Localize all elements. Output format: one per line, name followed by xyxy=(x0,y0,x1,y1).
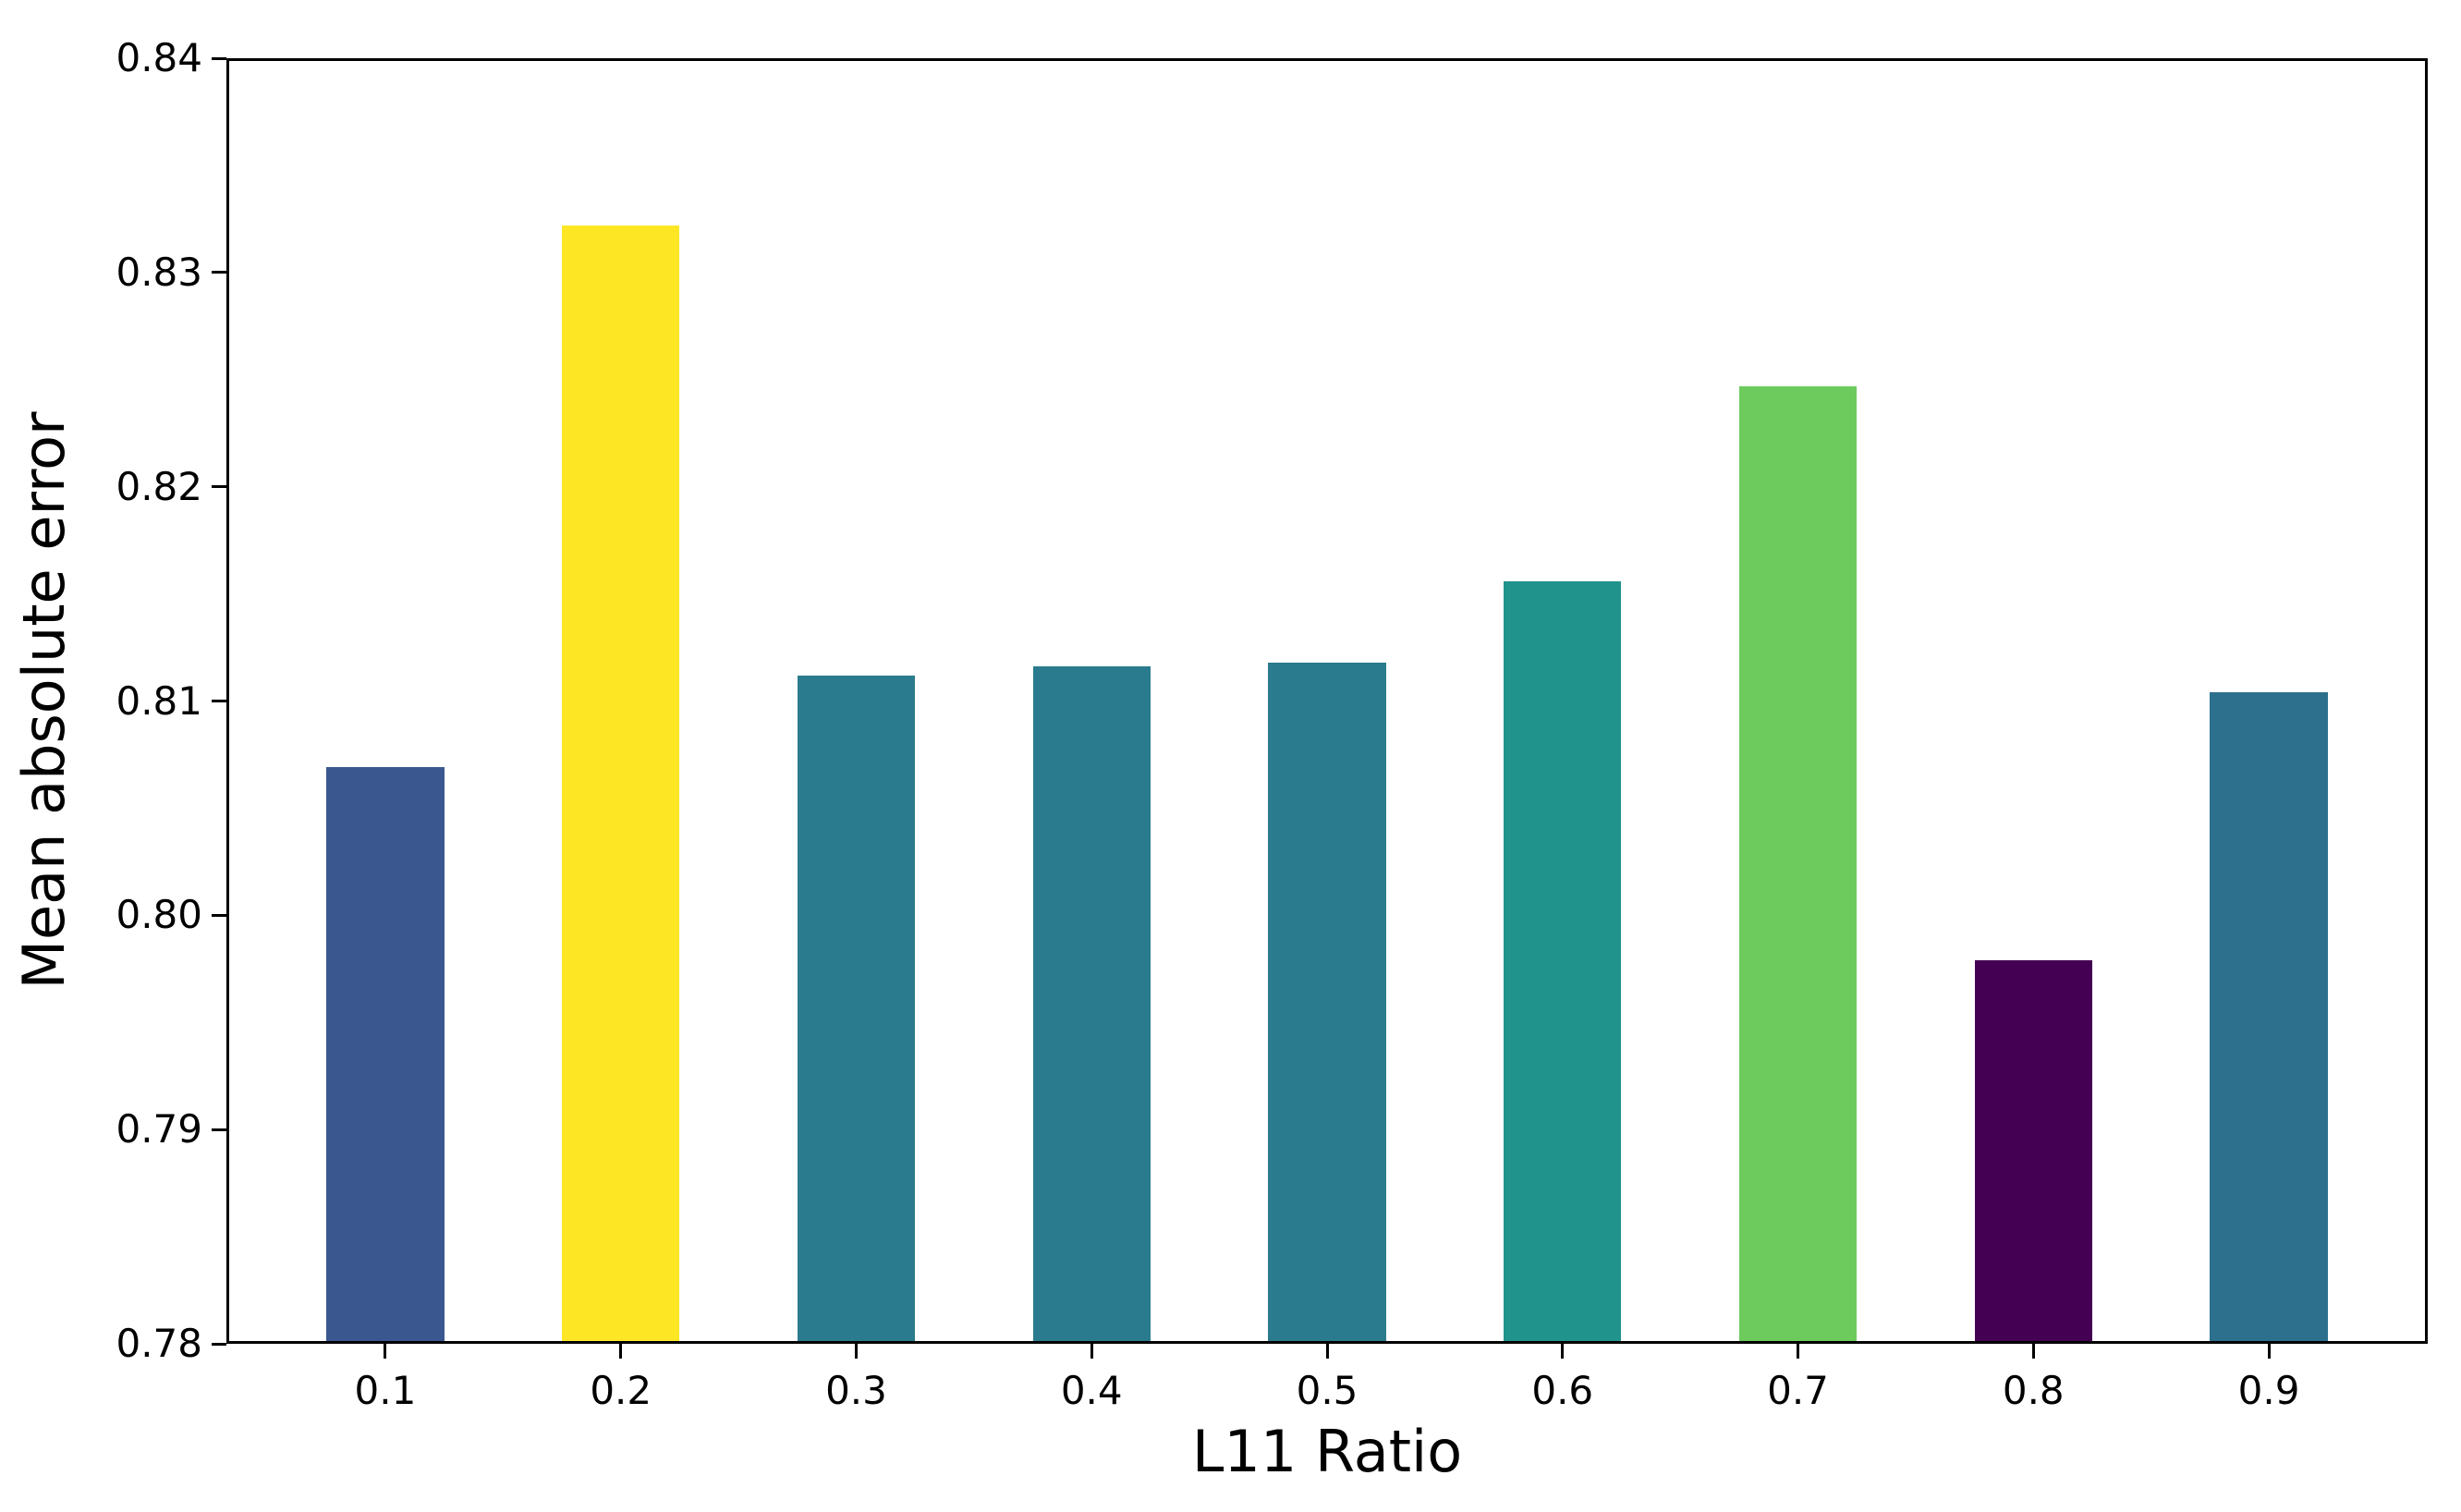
x-tick-label: 0.9 xyxy=(2237,1368,2300,1413)
x-tick-mark xyxy=(854,1344,858,1359)
y-tick-mark xyxy=(212,271,226,274)
y-tick-label: 0.78 xyxy=(116,1321,202,1366)
x-tick-label: 0.2 xyxy=(590,1368,652,1413)
x-tick-mark xyxy=(1561,1344,1565,1359)
x-tick-label: 0.7 xyxy=(1767,1368,1829,1413)
y-axis-label: Mean absolute error xyxy=(9,411,78,990)
x-tick-mark xyxy=(619,1344,623,1359)
y-tick-label: 0.80 xyxy=(116,892,202,938)
bar-0.6 xyxy=(1504,580,1622,1344)
x-tick-mark xyxy=(1090,1344,1093,1359)
bar-0.4 xyxy=(1032,666,1151,1344)
x-tick-label: 0.8 xyxy=(2002,1368,2065,1413)
x-axis-label: L11 Ratio xyxy=(1191,1418,1463,1485)
x-tick-mark xyxy=(1797,1344,1800,1359)
y-tick-mark xyxy=(212,1342,226,1346)
bar-0.1 xyxy=(326,767,445,1344)
y-tick-label: 0.82 xyxy=(116,463,202,509)
bar-0.3 xyxy=(797,675,916,1344)
y-tick-mark xyxy=(212,56,226,60)
y-tick-mark xyxy=(212,485,226,489)
y-tick-mark xyxy=(212,1128,226,1131)
bar-0.9 xyxy=(2210,692,2328,1344)
y-tick-mark xyxy=(212,700,226,702)
x-tick-mark xyxy=(384,1344,387,1359)
x-tick-mark xyxy=(2267,1344,2271,1359)
x-tick-mark xyxy=(2031,1344,2035,1359)
x-tick-label: 0.5 xyxy=(1296,1368,1358,1413)
x-tick-label: 0.6 xyxy=(1531,1368,1594,1413)
y-tick-label: 0.81 xyxy=(116,677,202,724)
bar-0.5 xyxy=(1268,662,1386,1344)
bar-0.2 xyxy=(562,225,680,1344)
bar-0.8 xyxy=(1974,960,2092,1344)
y-tick-label: 0.84 xyxy=(116,35,202,80)
y-tick-mark xyxy=(212,913,226,917)
x-tick-label: 0.1 xyxy=(354,1368,417,1413)
bar-0.7 xyxy=(1738,385,1858,1344)
x-tick-mark xyxy=(1325,1344,1329,1359)
x-tick-label: 0.4 xyxy=(1060,1368,1123,1413)
y-tick-label: 0.83 xyxy=(116,249,202,295)
x-tick-label: 0.3 xyxy=(825,1368,887,1413)
y-tick-label: 0.79 xyxy=(116,1106,202,1152)
